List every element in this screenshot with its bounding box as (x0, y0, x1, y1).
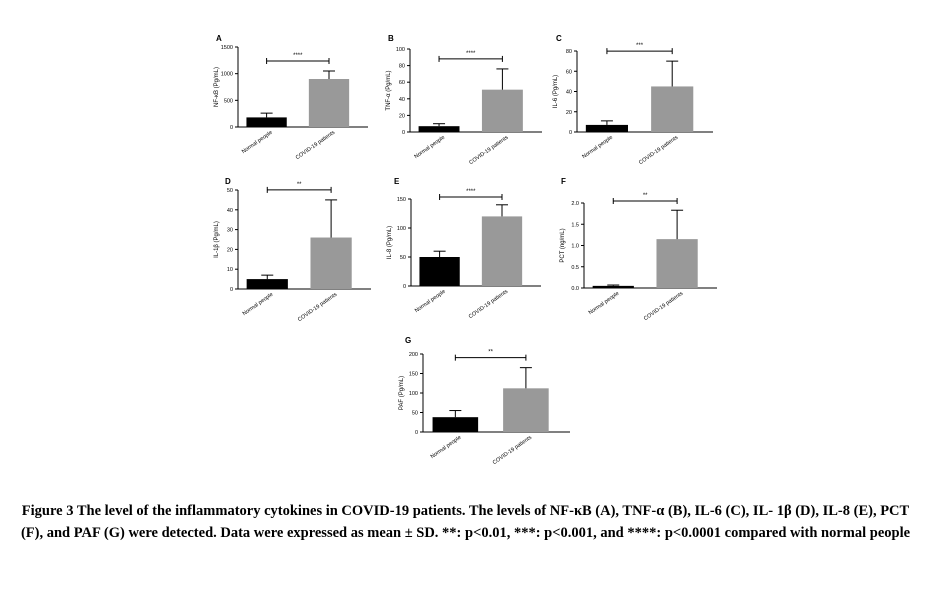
category-label-d: Normal people (242, 292, 275, 317)
bar-d-normal (246, 279, 288, 289)
y-tick-label-g: 0 (415, 430, 418, 436)
y-tick-label-c: 60 (566, 69, 572, 75)
y-tick-label-b: 100 (396, 47, 405, 53)
panel-label-g: G (405, 336, 411, 345)
bar-a-normal (246, 117, 287, 127)
y-tick-label-f: 0.0 (571, 286, 579, 292)
y-tick-label-d: 40 (227, 208, 233, 214)
bar-e-covid (481, 216, 523, 286)
y-tick-label-a: 500 (224, 98, 233, 104)
y-tick-label-g: 200 (409, 352, 418, 358)
y-tick-label-g: 100 (409, 391, 418, 397)
y-tick-label-d: 20 (227, 247, 233, 253)
bar-f-covid (656, 239, 698, 288)
caption-line-2: 1β (D), IL-8 (E), PCT (F), and PAF (G) w… (20, 503, 910, 541)
y-axis-label-f: PCT (ng/mL) (560, 228, 566, 262)
y-tick-label-c: 40 (566, 90, 572, 96)
y-axis-label-c: IL-6 (Pg/mL) (553, 75, 559, 108)
y-tick-label-d: 10 (227, 267, 233, 273)
category-label-d: COVID-19 patients (297, 292, 338, 324)
category-label-f: COVID-19 patients (643, 291, 684, 323)
panel-label-a: A (216, 34, 222, 43)
significance-label-c: *** (636, 43, 644, 49)
y-axis-label-b: TNF-α (Pg/mL) (386, 70, 392, 110)
category-label-g: COVID-19 patients (492, 435, 533, 467)
caption-line-3: ****: p<0.0001 compared with normal peop… (627, 525, 911, 541)
panel-label-b: B (388, 34, 394, 43)
y-tick-label-f: 1.5 (571, 222, 579, 228)
y-tick-label-b: 60 (399, 80, 405, 86)
y-tick-label-e: 100 (397, 226, 406, 232)
y-tick-label-c: 0 (569, 130, 572, 136)
y-tick-label-e: 0 (403, 284, 406, 290)
panel-label-c: C (556, 34, 562, 43)
y-tick-label-b: 40 (399, 97, 405, 103)
bar-e-normal (419, 257, 460, 286)
y-tick-label-a: 1000 (221, 72, 233, 78)
category-label-c: Normal people (581, 135, 614, 160)
significance-label-d: ** (297, 182, 302, 188)
bar-b-normal (418, 126, 460, 132)
y-axis-label-a: NF-κB (Pg/mL) (214, 67, 220, 107)
bar-c-covid (651, 86, 694, 132)
bar-a-covid (308, 79, 350, 127)
y-axis-label-d: IL-1β (Pg/mL) (214, 221, 220, 258)
figure-caption: Figure 3 The level of the inflammatory c… (20, 500, 911, 544)
category-label-b: Normal people (413, 135, 446, 160)
y-tick-label-g: 50 (412, 411, 418, 417)
category-label-e: Normal people (414, 289, 447, 314)
significance-label-e: **** (466, 189, 476, 195)
y-tick-label-a: 1500 (221, 45, 233, 51)
category-label-f: Normal people (588, 291, 621, 316)
panel-label-d: D (225, 177, 231, 186)
y-tick-label-f: 2.0 (571, 201, 579, 207)
significance-label-b: **** (466, 51, 476, 57)
y-tick-label-f: 0.5 (571, 265, 579, 271)
caption-line-1: Figure 3 The level of the inflammatory c… (21, 503, 774, 519)
significance-label-a: **** (293, 53, 303, 59)
category-label-g: Normal people (430, 435, 463, 460)
y-tick-label-c: 20 (566, 110, 572, 116)
significance-label-f: ** (643, 193, 648, 199)
y-tick-label-d: 0 (230, 287, 233, 293)
y-tick-label-d: 50 (227, 188, 233, 194)
y-axis-label-e: IL-8 (Pg/mL) (387, 226, 393, 259)
significance-label-g: ** (488, 350, 493, 356)
y-tick-label-b: 80 (399, 64, 405, 70)
category-label-b: COVID-19 patients (468, 135, 509, 167)
y-tick-label-a: 0 (230, 125, 233, 131)
y-axis-label-g: PAF (Pg/mL) (399, 376, 405, 410)
bar-d-covid (310, 237, 352, 289)
y-tick-label-b: 20 (399, 113, 405, 119)
bar-g-covid (503, 388, 549, 432)
category-label-a: Normal people (241, 130, 274, 155)
panel-label-e: E (394, 177, 400, 186)
y-tick-label-e: 150 (397, 197, 406, 203)
y-tick-label-c: 80 (566, 49, 572, 55)
y-tick-label-d: 30 (227, 228, 233, 234)
bar-b-covid (481, 89, 523, 132)
category-label-e: COVID-19 patients (468, 289, 509, 321)
panel-label-f: F (561, 177, 566, 186)
y-tick-label-f: 1.0 (571, 244, 579, 250)
bar-c-normal (585, 124, 628, 132)
bar-g-normal (432, 417, 479, 432)
bar-f-normal (592, 285, 634, 288)
category-label-a: COVID-19 patients (295, 130, 336, 162)
y-tick-label-e: 50 (400, 255, 406, 261)
y-tick-label-b: 0 (402, 130, 405, 136)
category-label-c: COVID-19 patients (638, 135, 679, 167)
y-tick-label-g: 150 (409, 372, 418, 378)
